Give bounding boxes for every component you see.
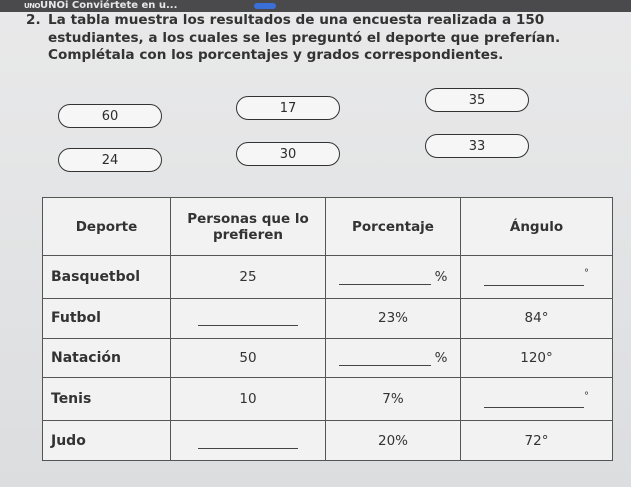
percent-cell[interactable]: % — [325, 337, 461, 379]
header-angle: Ángulo — [460, 197, 613, 256]
percent-blank[interactable] — [338, 270, 431, 286]
people-value: 10 — [170, 377, 326, 422]
sport-name: Tenis — [42, 377, 171, 422]
angle-cell[interactable]: ° — [460, 254, 613, 300]
notification-pill — [254, 3, 276, 9]
people-cell[interactable] — [170, 298, 326, 339]
question-number: 2. — [26, 12, 41, 28]
table-row: Judo 20% 72° — [42, 420, 613, 461]
people-blank[interactable] — [198, 311, 298, 327]
app-title[interactable]: UNOi Conviértete en u... — [40, 0, 178, 11]
table-header-row: Deporte Personas que lo prefieren Porcen… — [42, 197, 613, 256]
table-row: Tenis 10 7% ° — [42, 377, 613, 422]
percent-blank[interactable] — [338, 351, 431, 366]
header-people: Personas que lo prefieren — [170, 197, 326, 256]
percent-value: 23% — [325, 298, 461, 339]
app-bar: UNO UNOi Conviértete en u... — [0, 0, 631, 12]
uno-logo-icon: UNO — [24, 2, 41, 10]
question-text: 2. La tabla muestra los resultados de un… — [26, 12, 608, 65]
angle-value: 84° — [460, 298, 613, 339]
question-line: La tabla muestra los resultados de una e… — [48, 12, 545, 28]
answer-option[interactable]: 33 — [425, 134, 529, 158]
answer-option[interactable]: 35 — [425, 88, 529, 112]
percent-cell[interactable]: % — [325, 254, 461, 300]
percent-sign: % — [434, 269, 448, 286]
people-blank[interactable] — [198, 434, 298, 449]
degree-sign: ° — [584, 390, 589, 402]
angle-blank[interactable] — [484, 393, 584, 409]
answer-option[interactable]: 24 — [58, 148, 162, 172]
table-row: Futbol 23% 84° — [42, 298, 613, 339]
percent-sign: % — [434, 349, 448, 366]
question-line: estudiantes, a los cuales se les pregunt… — [48, 29, 561, 46]
answer-option[interactable]: 60 — [58, 104, 162, 128]
table-row: Basquetbol 25 % ° — [42, 254, 613, 300]
people-cell[interactable] — [170, 420, 326, 461]
sport-name: Futbol — [42, 298, 171, 339]
people-value: 50 — [170, 337, 326, 379]
people-value: 25 — [170, 254, 326, 300]
header-sport: Deporte — [42, 197, 171, 256]
question-line: Complétala con los porcentajes y grados … — [48, 47, 504, 63]
answer-option[interactable]: 30 — [236, 142, 340, 166]
percent-value: 7% — [325, 377, 461, 422]
header-percent: Porcentaje — [325, 197, 461, 256]
percent-value: 20% — [325, 420, 461, 461]
sport-name: Basquetbol — [42, 254, 171, 300]
sports-table: Deporte Personas que lo prefieren Porcen… — [42, 197, 613, 461]
angle-value: 120° — [460, 337, 613, 379]
angle-cell[interactable]: ° — [460, 377, 613, 422]
angle-blank[interactable] — [484, 271, 584, 286]
sport-name: Natación — [42, 337, 171, 379]
sport-name: Judo — [42, 420, 171, 461]
answer-option[interactable]: 17 — [236, 96, 340, 120]
degree-sign: ° — [584, 268, 589, 280]
angle-value: 72° — [460, 420, 613, 461]
table-row: Natación 50 % 120° — [42, 337, 613, 379]
